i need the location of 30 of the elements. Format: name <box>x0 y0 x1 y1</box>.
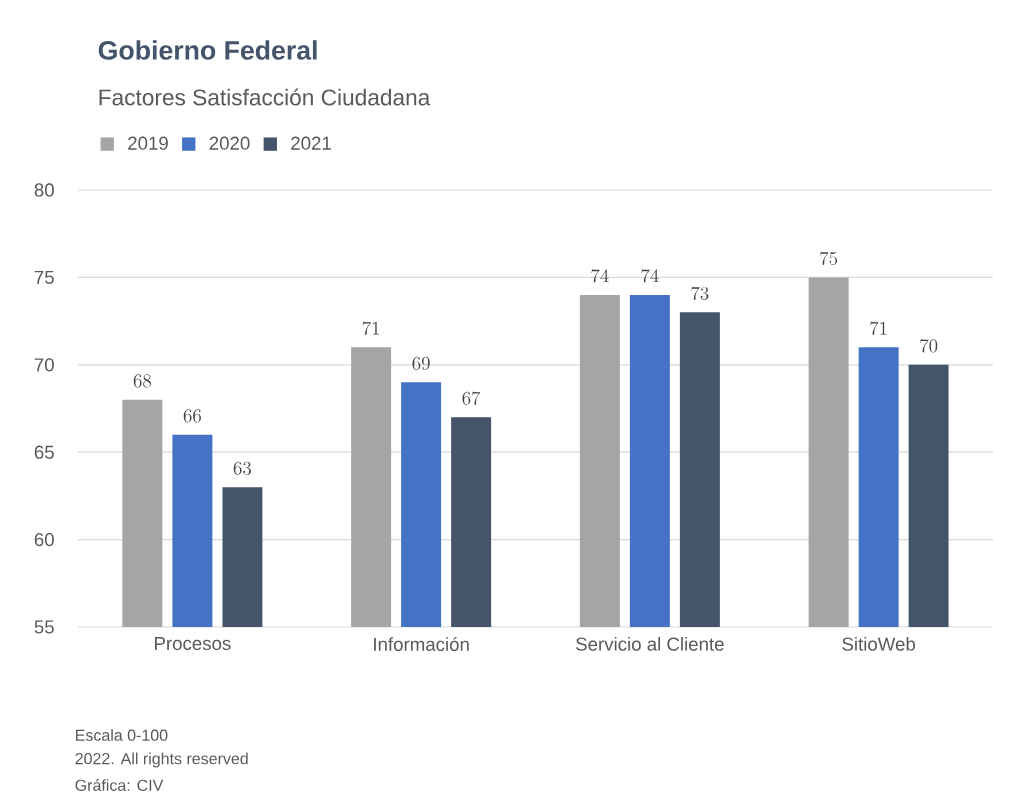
data-label: 70 <box>920 339 938 353</box>
x-tick-label: Procesos <box>155 637 231 651</box>
data-label: 69 <box>412 356 430 370</box>
data-label: 71 <box>870 321 887 335</box>
data-label: 68 <box>133 374 151 388</box>
y-tick-label: 65 <box>34 445 54 459</box>
text: Escala 0-100 <box>76 729 168 741</box>
chart-subtitle: Factores Satisfacción Ciudadana <box>99 88 431 106</box>
data-label: 73 <box>691 286 709 301</box>
x-tick-label: Información <box>374 637 469 651</box>
text: 2022. All rights reserved <box>75 752 248 768</box>
y-tick-label: 70 <box>34 358 54 372</box>
y-tick-label: 60 <box>34 532 54 547</box>
y-tick-label: 80 <box>34 183 54 197</box>
legend-label: 2020 <box>209 136 250 150</box>
legend-label: 2019 <box>128 136 168 150</box>
text: Gráfica: CIV <box>75 779 164 791</box>
chart-title: Gobierno Federal <box>98 40 317 60</box>
x-tick-label: Servicio al Cliente <box>576 637 724 651</box>
data-label: 74 <box>641 269 659 283</box>
data-label: 67 <box>462 391 481 405</box>
legend-label: 2021 <box>291 136 331 150</box>
data-label: 74 <box>591 269 609 283</box>
data-label: 66 <box>183 409 201 423</box>
data-label: 63 <box>233 461 251 475</box>
y-tick-label: 75 <box>34 270 54 284</box>
x-tick-label: SitioWeb <box>842 637 916 651</box>
data-label: 71 <box>362 321 379 335</box>
data-label: 75 <box>820 251 838 266</box>
y-tick-label: 55 <box>34 620 54 634</box>
